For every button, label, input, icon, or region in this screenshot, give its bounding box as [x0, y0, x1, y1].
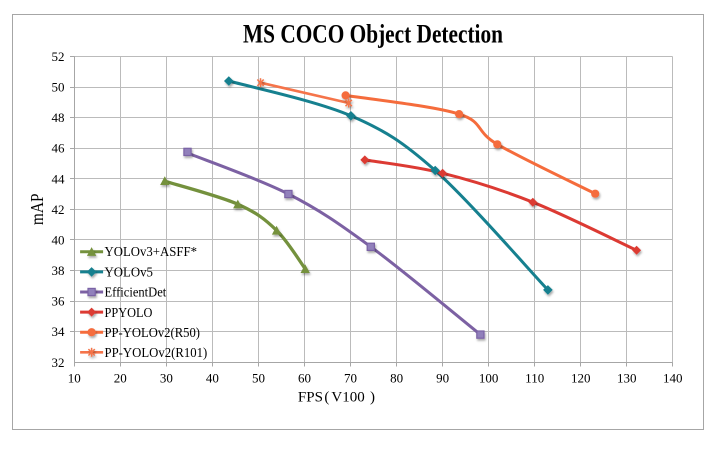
svg-text:44: 44 [52, 171, 66, 186]
svg-text:120: 120 [571, 370, 591, 385]
svg-text:PP-YOLOv2(R101): PP-YOLOv2(R101) [105, 345, 208, 361]
svg-text:EfficientDet: EfficientDet [105, 285, 167, 301]
svg-text:80: 80 [390, 370, 403, 385]
svg-text:YOLOv5: YOLOv5 [105, 264, 153, 280]
svg-text:FPS(V100): FPS(V100) [298, 389, 375, 405]
svg-text:50: 50 [252, 370, 265, 385]
svg-text:50: 50 [52, 80, 65, 95]
svg-text:PP-YOLOv2(R50): PP-YOLOv2(R50) [105, 325, 201, 341]
svg-text:110: 110 [525, 370, 544, 385]
svg-text:34: 34 [52, 324, 66, 339]
svg-text:130: 130 [617, 370, 637, 385]
svg-text:YOLOv3+ASFF*: YOLOv3+ASFF* [105, 244, 198, 260]
svg-text:PPYOLO: PPYOLO [105, 305, 153, 321]
svg-text:90: 90 [436, 370, 449, 385]
svg-text:32: 32 [52, 355, 65, 370]
svg-text:48: 48 [52, 110, 65, 125]
svg-text:30: 30 [160, 370, 173, 385]
svg-text:20: 20 [114, 370, 127, 385]
svg-text:60: 60 [298, 370, 311, 385]
svg-text:40: 40 [52, 232, 65, 247]
svg-text:10: 10 [68, 370, 81, 385]
svg-text:36: 36 [52, 294, 66, 309]
svg-text:52: 52 [52, 49, 65, 64]
svg-text:70: 70 [344, 370, 357, 385]
svg-text:46: 46 [52, 141, 66, 156]
svg-text:mAP: mAP [27, 193, 47, 225]
svg-text:140: 140 [663, 370, 683, 385]
svg-text:40: 40 [206, 370, 219, 385]
svg-text:MS COCO Object Detection: MS COCO Object Detection [243, 19, 503, 48]
svg-text:38: 38 [52, 263, 65, 278]
svg-text:100: 100 [479, 370, 499, 385]
svg-text:42: 42 [52, 202, 65, 217]
